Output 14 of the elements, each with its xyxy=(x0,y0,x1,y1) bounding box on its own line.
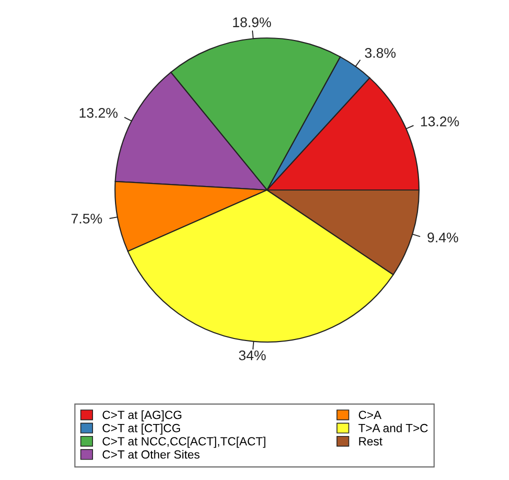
legend-label: C>T at NCC,CC[ACT],TC[ACT] xyxy=(102,436,266,448)
data-label: 34% xyxy=(238,350,266,360)
legend-label: Rest xyxy=(359,437,382,446)
data-label: 7.5% xyxy=(72,214,102,224)
data-label: 18.9% xyxy=(233,17,271,28)
data-label: 13.2% xyxy=(421,116,459,126)
data-label: 9.4% xyxy=(428,232,458,242)
legend-label: C>T at [CT]CG xyxy=(102,424,180,435)
legend-label: T>A and T>C xyxy=(358,424,428,432)
data-label: 3.8% xyxy=(364,48,396,58)
legend-label: C>T at Other Sites xyxy=(102,450,200,459)
legend-label: C>T at [AG]CG xyxy=(102,410,182,422)
legend-label: C>A xyxy=(358,410,382,420)
data-label: 13.2% xyxy=(80,108,118,118)
